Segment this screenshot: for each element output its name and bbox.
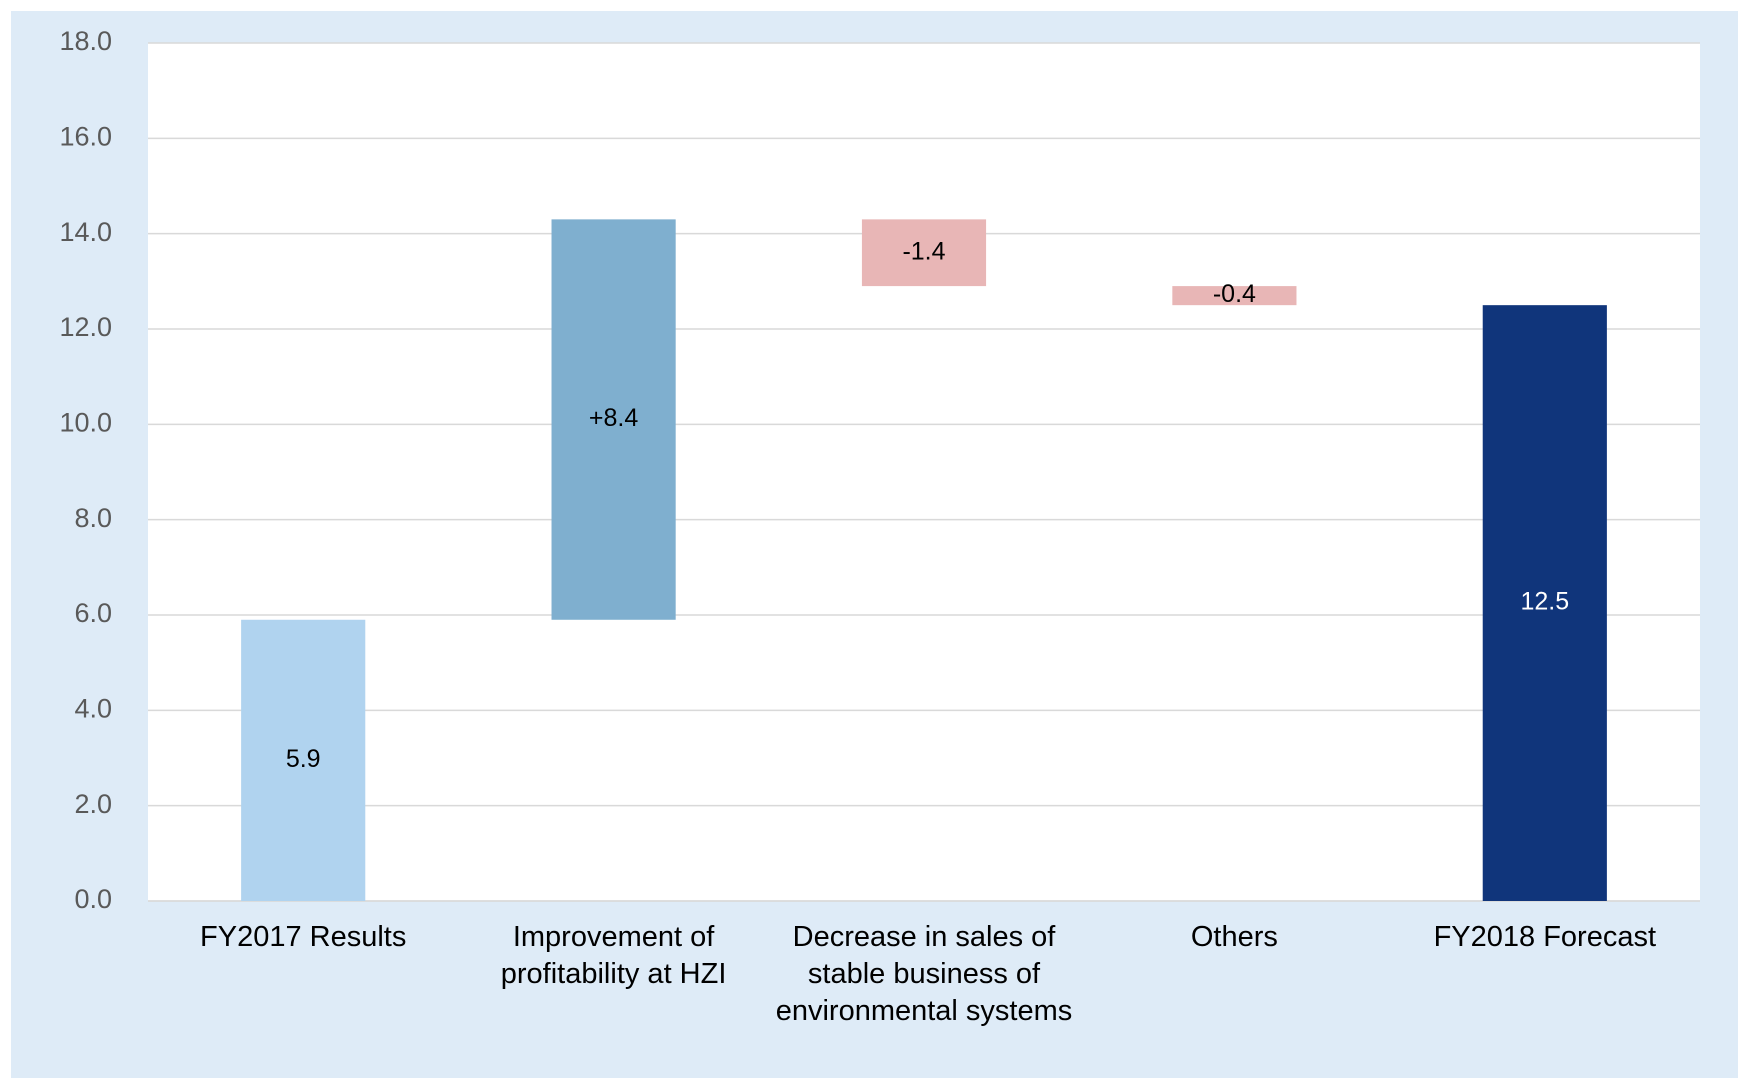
y-tick-label: 4.0: [74, 693, 112, 723]
plot-area: [148, 43, 1700, 901]
y-tick-label: 6.0: [74, 598, 112, 628]
bar: [241, 619, 366, 901]
value-label: -1.4: [902, 237, 945, 265]
x-tick-label: FY2017 Results: [200, 921, 407, 953]
bar: [861, 219, 987, 287]
bar: [1482, 305, 1607, 902]
bar: [551, 219, 676, 620]
x-tick-label: Improvement of profitability at HZI: [500, 921, 727, 990]
y-tick-label: 10.0: [59, 407, 112, 437]
value-label: -0.4: [1213, 280, 1256, 308]
y-tick-label: 8.0: [74, 503, 112, 533]
y-tick-label: 0.0: [74, 884, 112, 914]
x-tick-label: FY2018 Forecast: [1433, 921, 1657, 953]
y-tick-label: 12.0: [59, 312, 112, 342]
x-tick-label: Decrease in sales of stable business of …: [775, 921, 1073, 1027]
value-label: +8.4: [589, 404, 638, 432]
y-tick-label: 14.0: [59, 217, 112, 247]
bar: [1172, 286, 1297, 306]
y-tick-label: 2.0: [74, 789, 112, 819]
x-tick-label: Others: [1190, 921, 1278, 953]
y-tick-label: 18.0: [59, 26, 112, 56]
value-label: 12.5: [1520, 588, 1569, 616]
value-label: 5.9: [286, 745, 321, 773]
y-tick-label: 16.0: [59, 121, 112, 151]
